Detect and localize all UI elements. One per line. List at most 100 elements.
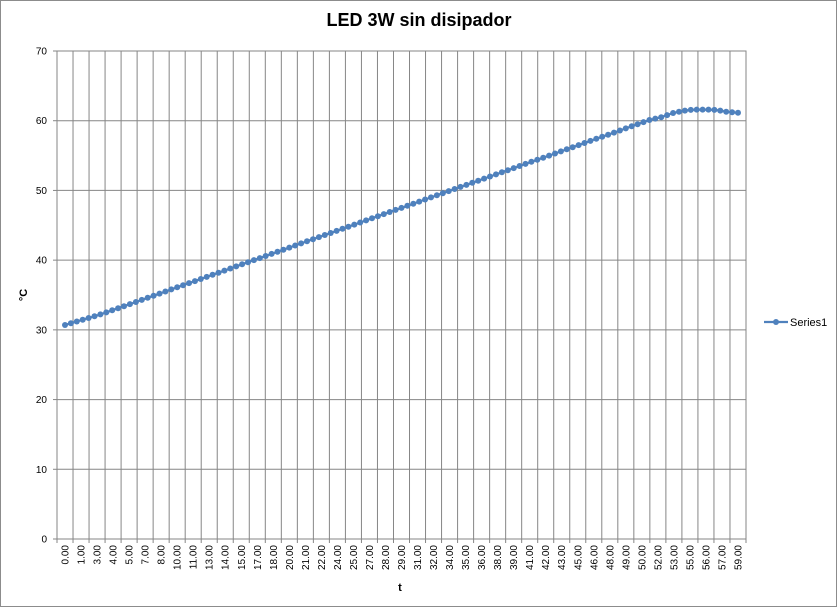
x-tick-label: 20.00 <box>285 545 296 570</box>
data-point <box>215 269 222 276</box>
x-tick-label: 27.00 <box>365 545 376 570</box>
data-point <box>121 303 127 310</box>
data-point <box>109 307 116 314</box>
data-point <box>144 294 151 301</box>
data-point <box>203 273 210 280</box>
data-point <box>481 175 488 182</box>
data-point <box>605 131 612 138</box>
x-tick-label: 36.00 <box>477 545 488 570</box>
y-tick-label: 10 <box>36 465 48 476</box>
data-point <box>239 261 246 268</box>
y-tick-label: 70 <box>36 47 48 58</box>
data-point <box>569 144 576 151</box>
data-point <box>457 183 464 190</box>
data-point <box>138 296 145 303</box>
gridlines <box>56 50 747 543</box>
data-point <box>97 311 104 318</box>
legend-label-series1: Series1 <box>790 317 827 329</box>
x-tick-label: 35.00 <box>461 545 472 570</box>
data-point <box>115 305 122 312</box>
x-tick-label: 32.00 <box>429 545 440 570</box>
data-point <box>191 278 198 285</box>
legend-dot-marker <box>773 319 779 325</box>
data-point <box>735 109 741 116</box>
data-point <box>363 217 370 224</box>
data-point <box>681 107 688 114</box>
x-tick-label: 48.00 <box>605 545 616 570</box>
data-point <box>628 123 635 130</box>
data-point <box>369 215 375 222</box>
x-tick-label: 28.00 <box>381 545 392 570</box>
x-tick-label: 13.00 <box>205 545 216 570</box>
data-point <box>186 280 192 287</box>
data-point <box>132 299 139 305</box>
data-point <box>333 227 340 234</box>
data-point <box>62 322 68 328</box>
x-tick-label: 52.00 <box>653 545 664 570</box>
x-tick-label: 5.00 <box>125 545 136 565</box>
x-tick-label: 8.00 <box>157 545 168 565</box>
data-point <box>616 127 623 134</box>
x-tick-label: 56.00 <box>701 545 712 570</box>
x-tick-label: 45.00 <box>573 545 584 570</box>
x-axis-ticks: 0.00 1.00 3.00 4.00 5.00 7.00 8.00 10.00 11.00 13… <box>61 545 745 570</box>
data-point <box>73 318 80 325</box>
data-point <box>345 223 352 230</box>
x-tick-label: 22.00 <box>317 545 328 570</box>
data-point <box>268 250 275 257</box>
data-point <box>557 148 564 155</box>
data-point <box>168 286 175 293</box>
data-point <box>658 114 665 121</box>
data-point <box>274 248 281 255</box>
x-tick-label: 3.00 <box>93 545 104 565</box>
data-point <box>162 288 169 295</box>
data-point <box>493 171 499 178</box>
data-point <box>197 276 204 282</box>
data-point <box>433 192 440 199</box>
data-point <box>298 240 305 247</box>
x-tick-label: 24.00 <box>333 545 344 570</box>
x-tick-label: 14.00 <box>221 545 232 570</box>
data-point <box>552 150 558 157</box>
series-1 <box>62 106 741 328</box>
x-tick-label: 34.00 <box>445 545 456 570</box>
data-point <box>79 316 86 323</box>
data-point <box>392 206 399 213</box>
data-point <box>463 181 470 188</box>
data-point <box>410 200 417 207</box>
legend: Series1 <box>764 317 827 329</box>
data-point <box>256 255 263 262</box>
y-tick-label: 0 <box>41 535 47 546</box>
x-tick-label: 43.00 <box>557 545 568 570</box>
data-point <box>622 125 629 132</box>
data-point <box>676 108 682 115</box>
data-point <box>717 107 724 114</box>
data-point <box>599 133 606 140</box>
data-point <box>292 242 299 249</box>
x-tick-label: 7.00 <box>141 545 152 565</box>
data-point <box>723 108 730 115</box>
x-tick-label: 21.00 <box>301 545 312 570</box>
y-tick-label: 60 <box>36 116 48 127</box>
data-point <box>233 263 240 270</box>
data-point <box>327 230 334 236</box>
x-tick-label: 42.00 <box>541 545 552 570</box>
x-tick-label: 17.00 <box>253 545 264 570</box>
data-point <box>209 271 216 278</box>
data-point <box>227 265 234 272</box>
data-point <box>103 309 110 316</box>
data-point <box>670 110 677 116</box>
data-point <box>581 140 588 146</box>
data-point <box>250 257 257 264</box>
data-point <box>652 115 659 122</box>
data-point <box>640 119 647 126</box>
x-tick-label: 41.00 <box>525 545 536 570</box>
x-tick-label: 53.00 <box>669 545 680 570</box>
x-tick-label: 1.00 <box>77 545 88 565</box>
x-axis-label: t <box>398 582 402 594</box>
y-axis-ticks: 0 10 20 30 40 50 60 70 <box>36 47 57 546</box>
x-tick-label: 4.00 <box>109 545 120 565</box>
x-tick-label: 57.00 <box>717 545 728 570</box>
data-point <box>693 106 700 113</box>
data-point <box>498 169 505 176</box>
